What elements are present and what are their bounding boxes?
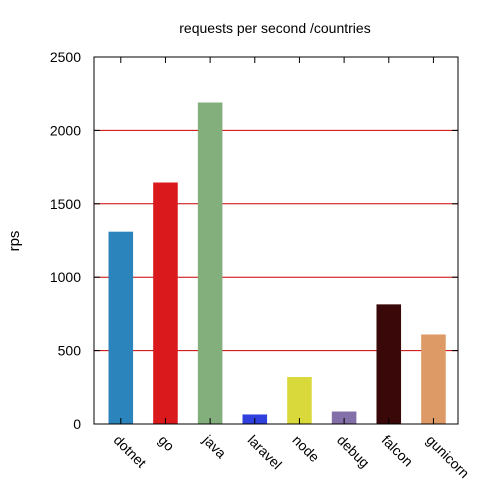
x-tick-label-dotnet: dotnet [111,432,150,471]
y-tick-label: 500 [58,343,82,359]
gridlines [94,129,458,352]
plot-frame [93,56,459,425]
y-axis-ticks: 0 500 1000 1500 2000 2500 [50,49,458,432]
bar-dotnet [108,231,134,424]
bar-gunicorn [421,334,446,424]
x-tick-label-java: java [199,431,229,461]
y-axis-label: rps [6,231,23,252]
x-tick-label-falcon: falcon [379,432,417,470]
x-tick-label-go: go [155,432,177,454]
x-tick-label-gunicorn: gunicorn [423,432,472,481]
chart-title: requests per second /countries [179,20,370,36]
x-tick-label-debug: debug [334,432,373,471]
x-tick-label-node: node [289,432,322,465]
bar-go [153,182,178,424]
bars [108,102,446,425]
y-tick-label: 1000 [50,269,81,285]
y-tick-label: 1500 [50,196,81,212]
bar-debug [331,411,357,424]
x-tick-label-laravel: laravel [245,432,285,472]
y-tick-label: 2000 [50,122,81,138]
y-tick-label: 0 [73,416,81,432]
bar-java [197,102,223,425]
y-tick-label: 2500 [50,49,81,65]
bar-falcon [376,304,402,424]
bar-node [287,377,312,424]
